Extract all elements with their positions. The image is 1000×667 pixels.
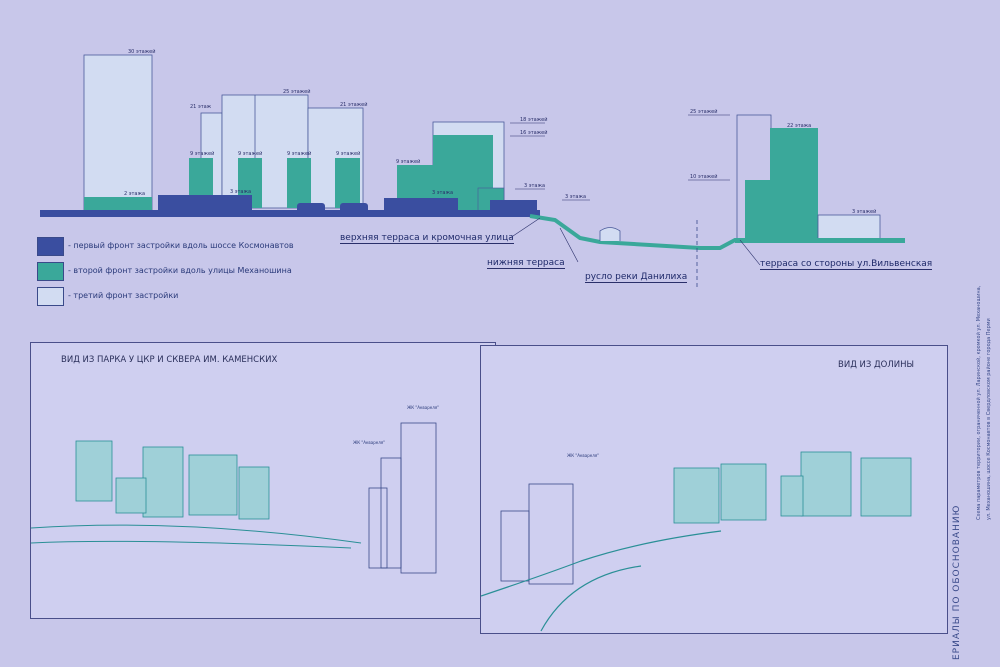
floor-label: 18 этажей <box>520 117 548 123</box>
callout-lower-terrace: нижняя терраса <box>487 258 565 269</box>
side-note-2: ул. Механошина, шоссе Космонавтов в Свер… <box>986 318 992 520</box>
floor-label: 10 этажей <box>690 174 718 180</box>
legend-label-first-front: - первый фронт застройки вдоль шоссе Кос… <box>68 241 294 250</box>
view-title-park: ВИД ИЗ ПАРКА У ЦКР И СКВЕРА ИМ. КАМЕНСКИ… <box>61 355 278 365</box>
second-front-block-10 <box>745 180 771 240</box>
legend-swatch-third-front <box>37 287 64 306</box>
view-title-valley: ВИД ИЗ ДОЛИНЫ <box>838 360 915 370</box>
floor-label: 9 этажей <box>190 151 215 157</box>
legend-swatch-first-front <box>37 237 64 256</box>
third-front-block-3 <box>817 214 881 241</box>
floor-label: 21 этажей <box>340 102 368 108</box>
floor-label: 25 этажей <box>283 89 311 95</box>
building-section-diagram <box>40 54 905 290</box>
floor-label: 21 этаж <box>190 104 212 110</box>
second-front-base <box>84 197 152 210</box>
second-front-tower-9d <box>335 158 360 208</box>
floor-label: 3 этажа <box>230 189 252 195</box>
floor-label: 9 этажей <box>396 159 421 165</box>
callout-riverbed: русло реки Данилиха <box>585 272 688 283</box>
building-tag: ЖК "Аквареля" <box>407 405 440 410</box>
floor-label: 9 этажей <box>336 151 361 157</box>
callout-terrace-vilvenskaya: терраса со стороны ул.Вильвенская <box>760 259 933 270</box>
floor-label: 3 этажа <box>432 190 454 196</box>
floor-label: 3 этажей <box>852 209 877 215</box>
terrain-profile <box>529 214 740 250</box>
floor-label: 2 этажа <box>124 191 146 197</box>
second-front-tower-9c <box>287 158 311 208</box>
legend-label-third-front: - третий фронт застройки <box>68 291 179 300</box>
bridge-icon <box>599 227 621 241</box>
side-title: ЕРИАЛЫ ПО ОБОСНОВАНИЮ <box>952 504 962 660</box>
callout-upper-terrace: верхняя терраса и кромочная улица <box>340 233 514 244</box>
view-panel-valley: ВИД ИЗ ДОЛИНЫ ЖК "Аквареля" <box>480 345 948 634</box>
floor-label: 3 этажа <box>524 183 546 189</box>
building-tag: ЖК "Аквареля" <box>353 440 386 445</box>
ground-line-left <box>40 210 540 217</box>
valley-view-sketch <box>481 451 912 632</box>
legend-swatch-second-front <box>37 262 64 281</box>
side-note-1: Схема параметров территории, ограниченно… <box>976 285 982 520</box>
ground-line-right <box>735 238 905 243</box>
legend-label-second-front: - второй фронт застройки вдоль улицы Мех… <box>68 266 292 275</box>
building-tag: ЖК "Аквареля" <box>567 453 600 458</box>
park-view-sketch <box>31 422 437 574</box>
floor-label: 3 этажа <box>565 194 587 200</box>
second-front-block-22 <box>770 128 818 240</box>
floor-label: 30 этажей <box>128 49 156 55</box>
floor-label: 25 этажей <box>690 109 718 115</box>
floor-label: 22 этажа <box>787 123 812 129</box>
floor-label: 16 этажей <box>520 130 548 136</box>
floor-label: 9 этажей <box>238 151 263 157</box>
view-panel-park: ВИД ИЗ ПАРКА У ЦКР И СКВЕРА ИМ. КАМЕНСКИ… <box>30 342 496 619</box>
third-front-tower-30 <box>83 54 153 211</box>
floor-label: 9 этажей <box>287 151 312 157</box>
